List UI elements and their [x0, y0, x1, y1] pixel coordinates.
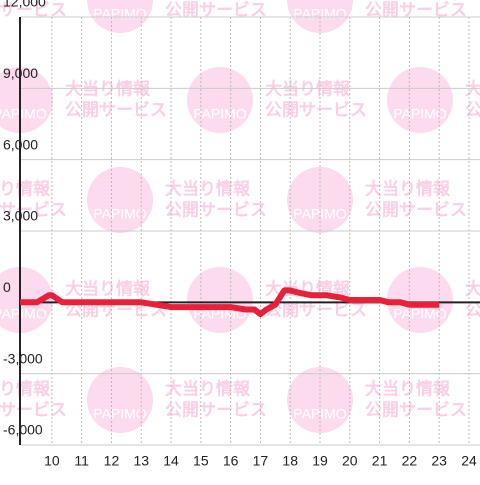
x-tick-label: 24 — [461, 453, 477, 469]
watermark-logo — [287, 167, 353, 233]
watermark-text: 公開サービス — [265, 300, 367, 319]
watermark-text: 大当り情報 — [165, 378, 251, 398]
watermark-logo-text: PAPIMO — [193, 106, 247, 122]
watermark-text: 大当り情報 — [165, 178, 251, 198]
watermark-logo — [87, 0, 153, 33]
watermark-text: 公開サービス — [165, 400, 267, 419]
x-tick-label: 22 — [402, 453, 418, 469]
x-tick-label: 19 — [312, 453, 328, 469]
x-tick-label: 11 — [74, 453, 89, 469]
watermark-logo — [187, 67, 253, 133]
watermark-logo-text: PAPIMO — [393, 106, 447, 122]
watermark-logo — [187, 267, 253, 333]
watermark-text: 公開サービス — [465, 300, 480, 319]
watermark-text: 公開サービス — [365, 0, 467, 19]
x-tick-label: 20 — [342, 453, 358, 469]
watermark-text: 大当り情報 — [365, 378, 451, 398]
watermark: PAPIMO大当り情報公開サービスPAPIMO大当り情報公開サービスPAPIMO… — [0, 0, 480, 433]
y-tick-label: -6,000 — [3, 422, 43, 438]
watermark-logo-text: PAPIMO — [93, 406, 147, 422]
y-tick-label: -3,000 — [3, 350, 43, 366]
x-tick-label: 14 — [163, 453, 179, 469]
watermark-text: 大当り情報 — [0, 378, 51, 398]
x-tick-label: 12 — [104, 453, 120, 469]
watermark-logo — [87, 367, 153, 433]
x-tick-label: 13 — [133, 453, 149, 469]
x-tick-label: 16 — [223, 453, 239, 469]
x-tick-label: 23 — [431, 453, 447, 469]
watermark-text: 公開サービス — [0, 200, 67, 219]
watermark-logo-text: PAPIMO — [393, 306, 447, 322]
x-tick-label: 18 — [282, 453, 298, 469]
x-tick-label: 15 — [193, 453, 209, 469]
watermark-text: 公開サービス — [165, 200, 267, 219]
watermark-text: 公開サービス — [0, 400, 67, 419]
watermark-text: 公開サービス — [65, 100, 167, 119]
x-tick-label: 21 — [372, 453, 388, 469]
watermark-text: 公開サービス — [365, 400, 467, 419]
watermark-logo — [387, 267, 453, 333]
watermark-text: 公開サービス — [0, 0, 67, 19]
watermark-logo-text: PAPIMO — [0, 306, 47, 322]
watermark-text: 大当り情報 — [465, 278, 480, 298]
line-series — [20, 287, 440, 318]
watermark-logo — [0, 67, 53, 133]
watermark-text: 公開サービス — [365, 200, 467, 219]
watermark-logo — [287, 367, 353, 433]
x-tick-label: 17 — [253, 453, 269, 469]
watermark-logo — [387, 67, 453, 133]
watermark-logo-text: PAPIMO — [93, 6, 147, 22]
y-tick-label: 0 — [3, 279, 11, 295]
watermark-text: 大当り情報 — [365, 178, 451, 198]
watermark-text: 大当り情報 — [0, 178, 51, 198]
x-tick-label: 10 — [44, 453, 60, 469]
watermark-text: 公開サービス — [165, 0, 267, 19]
watermark-logo — [287, 0, 353, 33]
watermark-logo — [87, 167, 153, 233]
watermark-logo-text: PAPIMO — [293, 6, 347, 22]
watermark-text: 公開サービス — [465, 100, 480, 119]
watermark-logo-text: PAPIMO — [0, 106, 47, 122]
y-tick-label: 12,000 — [3, 0, 46, 10]
watermark-text: 大当り情報 — [65, 278, 151, 298]
watermark-logo-text: PAPIMO — [93, 206, 147, 222]
watermark-text: 公開サービス — [265, 100, 367, 119]
